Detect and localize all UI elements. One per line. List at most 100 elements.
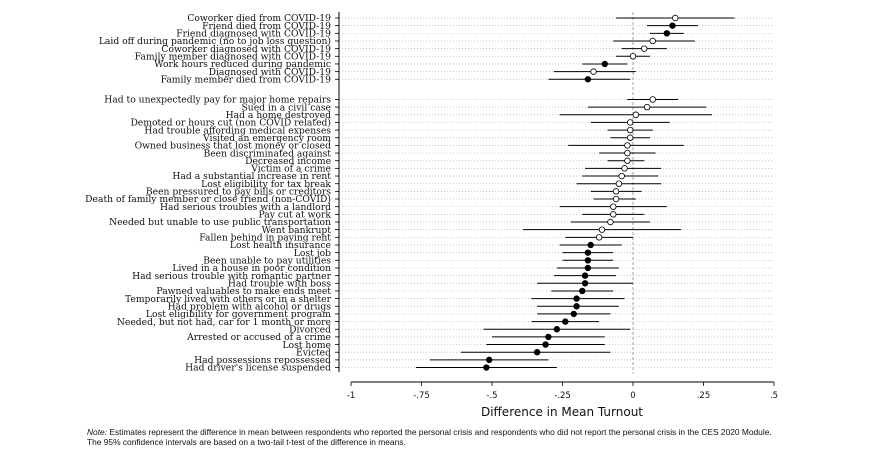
row-label: Lost job	[294, 248, 331, 259]
estimate-marker-hollow	[626, 126, 634, 134]
estimate-marker-hollow	[621, 165, 628, 172]
estimate-marker-hollow	[624, 142, 631, 149]
x-ticks: -1 -.75 -.5 -.25 0 .25 .5	[347, 382, 778, 401]
row-label: Decreased income	[245, 156, 331, 167]
estimate-marker-filled	[485, 356, 493, 364]
estimate-marker-filled	[584, 257, 592, 264]
row-label: Lived in a house in poor condition	[172, 263, 331, 274]
estimate-marker-filled	[584, 76, 592, 83]
estimate-marker-hollow	[649, 96, 656, 103]
row-label: Laid off during pandemic (no to job loss…	[99, 36, 331, 47]
row-label: Pay cut at work	[259, 210, 332, 221]
row-guides	[339, 17, 774, 368]
estimate-marker-filled	[533, 349, 541, 356]
row-label: Pawned valuables to make ends meet	[156, 286, 331, 297]
row-label: Fallen behind in paying rent	[199, 233, 331, 244]
estimate-marker-hollow	[641, 45, 648, 52]
estimate-marker-filled	[553, 326, 561, 333]
row-label: Friend diagnosed with COVID-19	[176, 29, 331, 40]
axes	[335, 12, 774, 383]
estimate-marker-hollow	[624, 149, 631, 157]
row-label: Had a home destroyed	[226, 110, 331, 121]
estimate-marker-hollow	[624, 157, 631, 164]
row-label: Family member diagnosed with COVID-19	[135, 52, 331, 63]
x-tick-label: .25	[697, 391, 711, 401]
row-label: Lost eligibility for tax break	[201, 179, 331, 190]
estimate-marker-hollow	[643, 103, 651, 111]
estimate-marker-hollow	[615, 180, 623, 187]
row-label: Lost eligibility for government program	[146, 309, 331, 320]
estimate-marker-hollow	[612, 188, 620, 195]
row-label: Had possessions repossessed	[194, 355, 331, 366]
estimate-marker-hollow	[610, 203, 617, 210]
row-label: Victim of a crime	[250, 164, 331, 175]
estimate-marker-hollow	[612, 195, 620, 203]
row-label: Lost home	[282, 340, 331, 351]
row-label: Had problem with alcohol or drugs	[168, 301, 332, 312]
row-label: Work hours reduced during pandemic	[154, 59, 331, 70]
estimate-marker-filled	[573, 303, 580, 310]
row-label: Divorced	[289, 324, 331, 335]
row-label: Had a substantial increase in rent	[172, 171, 331, 182]
row-label: Demoted or hours cut (non COVID related)	[130, 118, 331, 129]
estimate-marker-filled	[573, 295, 580, 302]
row-label: Went bankrupt	[262, 225, 332, 236]
row-label: Temporarily lived with others or in a sh…	[125, 294, 332, 305]
estimate-marker-filled	[584, 249, 592, 256]
row-label: Friend died from COVID-19	[202, 21, 331, 32]
row-label: Lost health insurance	[230, 240, 331, 251]
point-estimates	[483, 14, 679, 371]
estimate-marker-hollow	[607, 218, 614, 226]
row-label: Coworker died from COVID-19	[187, 13, 331, 24]
estimate-marker-filled	[581, 272, 589, 279]
row-label: Visited an emergency room	[202, 133, 331, 144]
estimate-marker-hollow	[626, 119, 634, 126]
figure-note: Note: Estimates represent the difference…	[87, 427, 787, 447]
row-label: Diagnosed with COVID-19	[209, 67, 332, 78]
estimate-marker-hollow	[672, 14, 679, 22]
x-tick-label: -1	[347, 391, 355, 401]
x-tick-label: -.5	[486, 391, 497, 401]
row-label: Been discriminated against	[203, 148, 331, 159]
estimate-marker-hollow	[632, 111, 640, 118]
estimate-marker-hollow	[649, 37, 656, 45]
estimate-marker-filled	[570, 310, 577, 318]
x-tick-label: .5	[770, 391, 778, 401]
row-label: Death of family member or close friend (…	[85, 194, 331, 205]
estimate-marker-filled	[562, 318, 569, 325]
estimate-marker-hollow	[626, 134, 634, 141]
estimate-marker-filled	[581, 280, 589, 287]
note-text: Estimates represent the difference in me…	[87, 427, 772, 447]
estimate-marker-filled	[545, 333, 552, 341]
estimate-marker-filled	[542, 341, 549, 348]
x-tick-label: 0	[630, 391, 635, 401]
row-label: Arrested or accused of a crime	[186, 332, 331, 343]
row-label: Evicted	[296, 347, 331, 358]
estimate-marker-hollow	[610, 211, 617, 218]
row-label: Needed, but not had, car for 1 month or …	[117, 317, 331, 328]
estimate-marker-hollow	[598, 226, 606, 233]
row-label: Been pressured to pay bills or creditors	[146, 187, 331, 198]
estimate-marker-filled	[663, 30, 671, 37]
estimate-marker-hollow	[629, 53, 637, 60]
x-tick-label: -.75	[413, 391, 430, 401]
row-label: Owned business that lost money or closed	[135, 141, 332, 152]
row-label: Sued in a civil case	[242, 102, 331, 113]
row-label: Had serious trouble with romantic partne…	[132, 271, 331, 282]
note-label: Note:	[87, 427, 108, 437]
x-axis-title: Difference in Mean Turnout	[481, 405, 643, 419]
estimate-marker-hollow	[590, 68, 597, 75]
estimate-marker-hollow	[618, 172, 625, 180]
row-label: Needed but unable to use public transpor…	[109, 217, 331, 228]
estimate-marker-hollow	[595, 234, 603, 241]
row-label: Had to unexpectedly pay for major home r…	[104, 95, 331, 106]
row-label: Family member died from COVID-19	[161, 74, 332, 85]
estimate-marker-filled	[601, 60, 608, 68]
row-label: Coworker diagnosed with COVID-19	[161, 44, 331, 55]
estimate-marker-filled	[587, 241, 594, 249]
row-label: Been unable to pay utilities	[203, 256, 331, 267]
row-label: Had serious troubles with a landlord	[160, 202, 331, 213]
estimate-marker-filled	[669, 22, 676, 29]
